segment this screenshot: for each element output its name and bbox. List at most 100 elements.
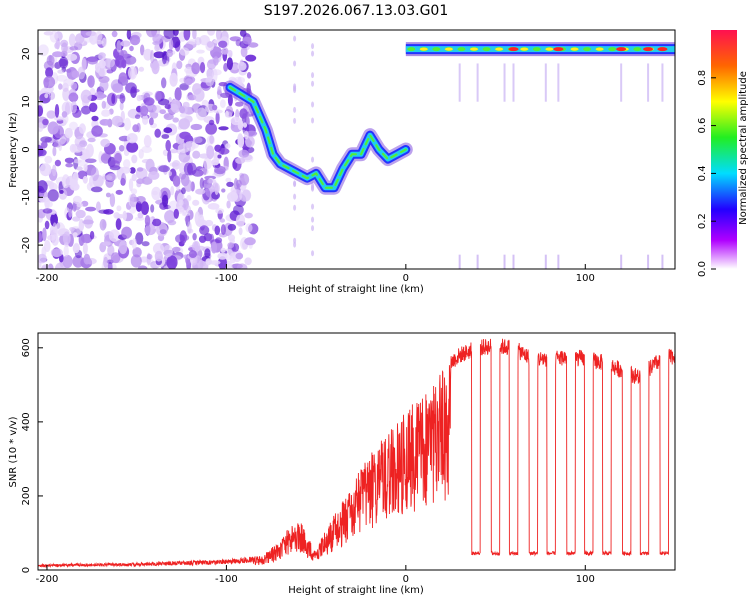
noise-blob bbox=[204, 175, 217, 180]
noise-blob bbox=[246, 82, 251, 96]
noise-blob bbox=[75, 209, 86, 219]
noise-blob bbox=[58, 83, 63, 90]
y-tick-label: 600 bbox=[21, 338, 32, 357]
noise-streak bbox=[544, 63, 547, 102]
noise-blob bbox=[192, 30, 197, 40]
noise-blob bbox=[149, 117, 154, 126]
noise-blob bbox=[187, 221, 192, 234]
noise-blob bbox=[103, 256, 109, 268]
noise-blob bbox=[44, 200, 53, 208]
noise-blob bbox=[206, 59, 217, 70]
noise-blob bbox=[220, 92, 231, 99]
noise-blob bbox=[99, 119, 111, 126]
noise-blob bbox=[65, 163, 74, 168]
noise-blob bbox=[82, 148, 90, 158]
colorbar-tick-label: 0.4 bbox=[697, 165, 708, 181]
noise-blob bbox=[131, 173, 137, 182]
noise-blob bbox=[146, 104, 157, 113]
noise-blob bbox=[40, 136, 52, 143]
y-tick-label: -10 bbox=[21, 189, 32, 205]
noise-streak bbox=[293, 180, 297, 187]
noise-blob bbox=[123, 159, 131, 169]
x-tick-label: 100 bbox=[576, 574, 595, 585]
noise-blob bbox=[49, 181, 55, 190]
noise-blob bbox=[38, 122, 44, 133]
noise-blob bbox=[140, 44, 145, 56]
noise-blob bbox=[91, 115, 99, 122]
noise-blob bbox=[245, 223, 253, 233]
track-right-segment bbox=[482, 47, 491, 52]
noise-blob bbox=[104, 58, 115, 68]
noise-blob bbox=[115, 189, 124, 195]
noise-blob bbox=[210, 46, 223, 59]
noise-blob bbox=[136, 178, 145, 185]
noise-blob bbox=[83, 164, 88, 172]
noise-blob bbox=[119, 101, 124, 111]
noise-blob bbox=[239, 30, 247, 37]
noise-blob bbox=[82, 242, 88, 255]
track-right-peak bbox=[508, 47, 519, 52]
noise-blob bbox=[152, 242, 165, 255]
noise-blob bbox=[82, 175, 88, 184]
noise-blob bbox=[63, 245, 69, 257]
noise-blob bbox=[47, 234, 56, 241]
noise-blob bbox=[129, 45, 134, 52]
noise-blob bbox=[167, 149, 172, 163]
noise-blob bbox=[129, 193, 138, 208]
noise-blob bbox=[71, 70, 80, 79]
noise-streak bbox=[293, 106, 297, 113]
noise-blob bbox=[141, 145, 153, 154]
noise-blob bbox=[186, 194, 192, 202]
noise-blob bbox=[244, 237, 256, 246]
noise-blob bbox=[61, 111, 68, 118]
noise-blob bbox=[52, 146, 57, 157]
noise-blob bbox=[123, 117, 131, 131]
noise-blob bbox=[224, 110, 229, 118]
noise-blob bbox=[112, 83, 124, 93]
noise-blob bbox=[146, 253, 153, 260]
noise-blob bbox=[227, 242, 235, 249]
noise-blob bbox=[246, 130, 257, 137]
noise-blob bbox=[141, 159, 153, 164]
noise-blob bbox=[89, 176, 93, 187]
noise-blob bbox=[54, 159, 62, 167]
noise-blob bbox=[192, 240, 201, 252]
noise-streak bbox=[311, 203, 315, 210]
noise-blob bbox=[150, 49, 155, 64]
y-tick-label: -20 bbox=[21, 237, 32, 253]
noise-blob bbox=[50, 213, 58, 227]
noise-blob bbox=[68, 208, 73, 218]
snr-y-ticks: 0 200 400 600 bbox=[21, 338, 43, 573]
noise-blob bbox=[38, 253, 47, 264]
noise-blob bbox=[183, 254, 188, 259]
noise-blob bbox=[38, 105, 44, 117]
snr-series-line bbox=[37, 338, 676, 569]
noise-blob bbox=[227, 94, 233, 107]
noise-blob bbox=[190, 123, 203, 131]
noise-streak bbox=[544, 254, 547, 269]
noise-blob bbox=[174, 87, 182, 101]
noise-blob bbox=[225, 177, 232, 183]
noise-blob bbox=[192, 136, 203, 144]
noise-blob bbox=[206, 145, 215, 160]
snr-x-ticks: -200 -100 0 100 bbox=[36, 565, 595, 585]
noise-blob bbox=[42, 118, 49, 126]
noise-blob bbox=[140, 105, 149, 117]
noise-blob bbox=[183, 30, 191, 41]
noise-blob bbox=[129, 34, 141, 46]
track-right-peak bbox=[643, 47, 654, 52]
noise-blob bbox=[102, 175, 113, 181]
noise-blob bbox=[52, 164, 57, 177]
noise-blob bbox=[169, 72, 178, 87]
noise-blob bbox=[211, 159, 220, 166]
noise-blob bbox=[130, 188, 138, 195]
noise-blob bbox=[148, 171, 160, 180]
noise-streak bbox=[311, 101, 315, 108]
noise-blob bbox=[179, 113, 188, 118]
track-right-segment bbox=[545, 47, 554, 51]
noise-blob bbox=[154, 250, 163, 262]
noise-blob bbox=[240, 46, 248, 58]
noise-blob bbox=[95, 40, 104, 45]
